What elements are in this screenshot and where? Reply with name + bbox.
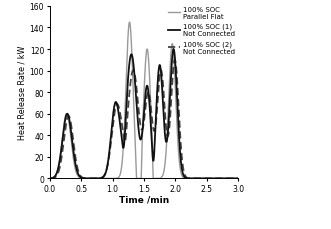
Y-axis label: Heat Release Rate / kW: Heat Release Rate / kW <box>18 46 27 140</box>
X-axis label: Time /min: Time /min <box>119 194 169 203</box>
Legend: 100% SOC
Parallel Flat, 100% SOC (1)
Not Connected, 100% SOC (2)
Not Connected: 100% SOC Parallel Flat, 100% SOC (1) Not… <box>165 4 238 57</box>
